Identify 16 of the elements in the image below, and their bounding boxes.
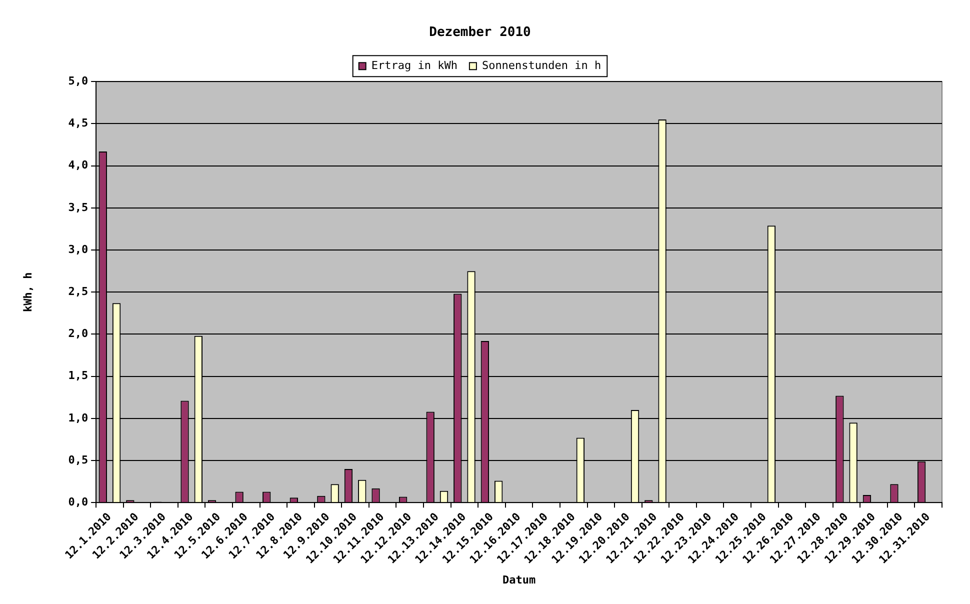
y-tick-label: 2,5: [68, 284, 88, 298]
y-tick-label: 4,0: [68, 158, 88, 172]
y-axis-title: kWh, h: [21, 272, 34, 312]
y-tick-label: 0,5: [68, 453, 88, 466]
y-tick-label: 1,5: [68, 369, 88, 382]
legend-label: Sonnenstunden in h: [482, 58, 602, 72]
y-tick-label: 2,0: [68, 327, 88, 340]
y-tick-label: 5,0: [68, 74, 88, 88]
y-tick-label: 0,0: [68, 495, 88, 508]
legend-label: Ertrag in kWh: [371, 58, 458, 72]
y-tick-label: 1,0: [68, 411, 88, 424]
chart-title: Dezember 2010: [429, 25, 532, 40]
x-axis-title: Datum: [502, 573, 536, 586]
y-tick-label: 3,5: [68, 200, 88, 214]
y-tick-label: 4,5: [68, 116, 88, 130]
y-tick-label: 3,0: [68, 242, 88, 256]
